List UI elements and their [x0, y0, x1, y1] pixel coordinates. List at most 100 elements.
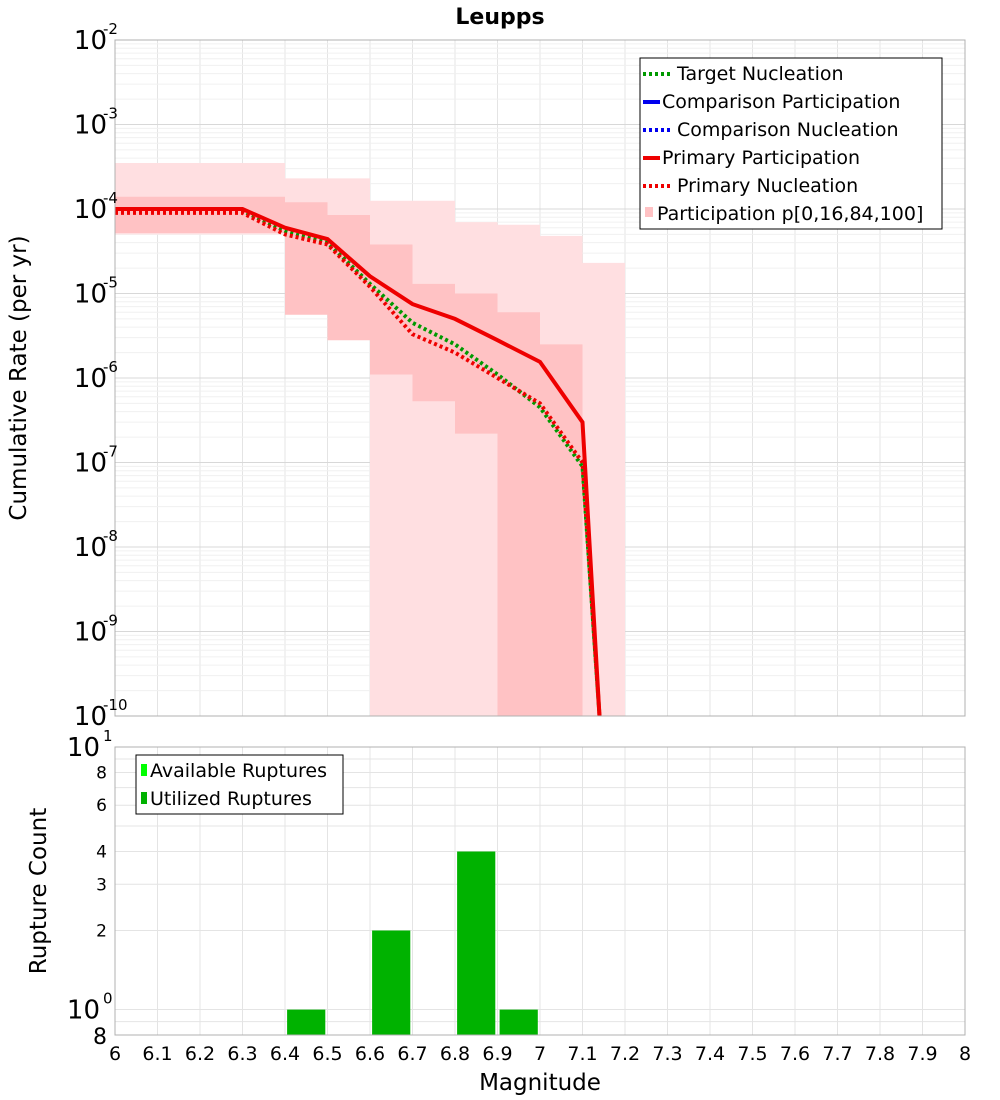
- rupture-bar: [499, 1009, 538, 1035]
- rupture-legend-box: [135, 754, 344, 815]
- rate-y-tick: 10-4: [74, 189, 118, 225]
- rate-y-tick: 10-8: [74, 527, 118, 563]
- rate-legend-box: [639, 57, 943, 230]
- rupture-y-tick-base: 10: [67, 733, 100, 763]
- rate-y-tick-base: 10: [74, 702, 107, 732]
- rupture-y-tick-major: 10 0: [67, 990, 113, 1026]
- rate-plot-bands: [115, 163, 625, 716]
- rate-plot-frame: [114, 39, 966, 717]
- rate-plot-legend: Target Nucleation Comparison Participati…: [639, 57, 943, 230]
- rate-legend-item: Primary Participation: [643, 147, 860, 169]
- rate-legend-item: Primary Nucleation: [643, 175, 858, 197]
- rate-plot-lines: [115, 207, 602, 717]
- rupture-y-tick-major: 10 1: [67, 727, 113, 763]
- rate-y-tick-exponent: -2: [103, 20, 118, 38]
- rate-y-tick-base: 10: [74, 111, 107, 141]
- x-tick-label: 7.4: [695, 1043, 725, 1065]
- rupture-bar: [457, 851, 496, 1035]
- rate-plot-y-ticks: 10-210-310-410-510-610-710-810-910-10: [74, 20, 128, 732]
- rate-legend-item: Participation p[0,16,84,100]: [645, 203, 923, 225]
- rupture-plot-x-ticks: 6 6.1 6.2 6.3 6.4 6.5 6.6 6.7 6.8 6.9 7 7.1 7.2 7.3 7.…: [109, 1043, 971, 1065]
- rate-y-tick: 10-3: [74, 105, 118, 141]
- rate-y-tick-exponent: -6: [103, 358, 118, 376]
- rate-y-tick-exponent: -7: [103, 443, 118, 461]
- rate-y-tick-exponent: -4: [103, 189, 118, 207]
- rate-legend-label: Primary Nucleation: [677, 175, 858, 197]
- x-tick-label: 6.1: [142, 1043, 172, 1065]
- rupture-y-tick-exponent: 0: [103, 990, 113, 1008]
- rate-y-tick-exponent: -10: [103, 696, 128, 714]
- rate-plot: 10-210-310-410-510-610-710-810-910-10 Cu…: [6, 20, 966, 732]
- rupture-y-tick-minor: 2: [96, 922, 107, 942]
- x-tick-label: 6: [109, 1043, 121, 1065]
- rupture-plot-legend: Available Ruptures Utilized Ruptures: [135, 754, 344, 815]
- rate-y-tick: 10-9: [74, 612, 118, 648]
- rate-legend-label: Comparison Participation: [662, 91, 900, 113]
- rate-legend-item: Comparison Participation: [643, 91, 900, 113]
- rate-y-tick: 10-5: [74, 274, 118, 310]
- rate-y-tick-base: 10: [74, 280, 107, 310]
- x-tick-label: 7.5: [737, 1043, 767, 1065]
- x-tick-label: 6.7: [397, 1043, 427, 1065]
- rupture-bar: [372, 930, 411, 1035]
- x-tick-label: 7: [534, 1043, 546, 1065]
- x-tick-label: 6.9: [482, 1043, 512, 1065]
- rupture-legend-label: Utilized Ruptures: [150, 788, 312, 810]
- rupture-plot-y-axis-label: Rupture Count: [26, 808, 52, 974]
- rate-legend-item: Comparison Nucleation: [643, 119, 899, 141]
- rupture-plot-frame: [114, 746, 966, 1036]
- rate-plot-y-axis-label: Cumulative Rate (per yr): [6, 235, 32, 520]
- x-tick-label: 7.3: [652, 1043, 682, 1065]
- rate-y-tick-exponent: -5: [103, 274, 118, 292]
- rate-series-line: [115, 207, 602, 717]
- x-tick-label: 7.2: [610, 1043, 640, 1065]
- rate-y-tick-base: 10: [74, 449, 107, 479]
- rupture-bar: [287, 1009, 326, 1035]
- rate-y-tick-base: 10: [74, 364, 107, 394]
- rate-legend-label: Participation p[0,16,84,100]: [657, 203, 923, 225]
- rupture-plot-bars: [287, 851, 538, 1035]
- rate-y-tick: 10-10: [74, 696, 128, 732]
- x-tick-label: 6.3: [227, 1043, 257, 1065]
- x-tick-label: 6.4: [270, 1043, 300, 1065]
- x-tick-label: 6.5: [312, 1043, 342, 1065]
- x-tick-label: 7.7: [822, 1043, 852, 1065]
- x-tick-label: 7.6: [780, 1043, 810, 1065]
- rupture-legend-swatch: [141, 764, 147, 776]
- x-tick-label: 7.9: [907, 1043, 937, 1065]
- rupture-legend-swatch: [141, 792, 147, 804]
- rate-y-tick-base: 10: [74, 533, 107, 563]
- rate-legend-swatch: [645, 207, 653, 217]
- rate-y-tick-exponent: -3: [103, 105, 118, 123]
- x-tick-label: 8: [959, 1043, 971, 1065]
- rupture-y-tick-minor: 3: [96, 875, 107, 895]
- rate-y-tick: 10-2: [74, 20, 118, 56]
- rupture-y-tick-base: 10: [67, 996, 100, 1026]
- x-axis-label: Magnitude: [479, 1070, 601, 1096]
- rupture-y-tick-minor: 8: [96, 763, 107, 783]
- rupture-y-tick-exponent: 1: [103, 727, 113, 745]
- rate-y-tick: 10-7: [74, 443, 118, 479]
- rate-series-line: [115, 210, 602, 717]
- rate-y-tick-base: 10: [74, 618, 107, 648]
- x-tick-label: 7.8: [865, 1043, 895, 1065]
- rupture-y-tick-minor: 8: [93, 1025, 107, 1050]
- rupture-y-tick-minor: 4: [96, 843, 107, 863]
- rupture-y-tick-minor: 6: [96, 796, 107, 816]
- x-tick-label: 7.1: [567, 1043, 597, 1065]
- rupture-legend-label: Available Ruptures: [150, 760, 327, 782]
- x-tick-label: 6.8: [440, 1043, 470, 1065]
- rate-y-tick-base: 10: [74, 195, 107, 225]
- rupture-legend-item: Available Ruptures: [141, 760, 327, 782]
- rate-band: [115, 196, 583, 716]
- rate-y-tick: 10-6: [74, 358, 118, 394]
- rate-series-line: [115, 208, 602, 717]
- rate-y-tick-base: 10: [74, 26, 107, 56]
- rate-y-tick-exponent: -8: [103, 527, 118, 545]
- rate-legend-label: Comparison Nucleation: [677, 119, 899, 141]
- rate-y-tick-exponent: -9: [103, 612, 118, 630]
- x-tick-label: 6.6: [355, 1043, 385, 1065]
